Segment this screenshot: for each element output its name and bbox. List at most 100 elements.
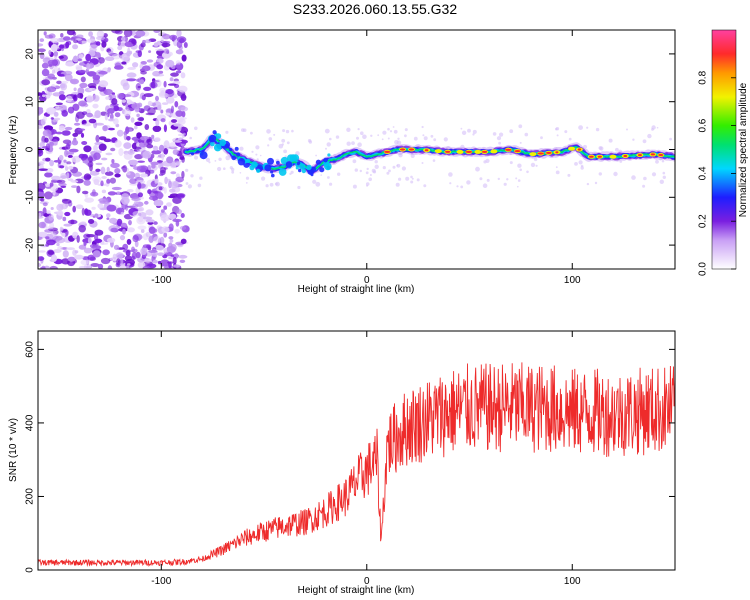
noise-blob [89,244,98,248]
noise-blob [126,72,137,78]
noise-blob [146,144,154,149]
noise-blob [94,110,102,118]
noise-blob [78,224,86,233]
noise-blob [82,123,92,127]
noise-blob [84,209,92,216]
noise-blob [51,175,61,181]
hot-center [637,154,642,157]
faint-blob [662,171,666,175]
noise-blob [157,191,163,200]
faint-blob [519,168,522,172]
noise-blob [131,39,136,45]
noise-blob [96,30,105,38]
noise-blob [155,95,159,102]
noise-blob [71,139,79,146]
faint-blob [632,138,635,141]
noise-blob [123,30,133,37]
noise-blob [168,213,177,220]
noise-blob [49,182,54,187]
noise-blob [46,210,51,215]
faint-blob [365,182,370,186]
noise-blob [52,188,56,196]
y-tick-label: 10 [25,96,36,108]
noise-blob [153,236,162,243]
noise-blob [106,237,116,243]
x-tick-label: 0 [364,275,370,286]
noise-blob [119,235,126,241]
noise-blob [101,189,107,194]
noise-blob [100,257,111,265]
faint-blob [315,181,321,187]
faint-blob [369,174,372,176]
noise-blob [100,180,104,187]
noise-blob [83,247,93,254]
noise-blob [58,104,68,110]
noise-blob [58,154,64,161]
noise-blob [89,170,100,176]
spectrogram-xlabel: Height of straight line (km) [298,284,415,295]
noise-blob [130,117,135,123]
noise-blob [87,237,92,244]
noise-blob [172,218,182,223]
noise-blob [105,152,113,156]
noise-blob [101,157,108,161]
hot-center [545,151,552,154]
faint-blob [472,129,477,134]
noise-blob [76,235,80,243]
noise-blob [47,250,55,255]
noise-blob [93,51,101,58]
noise-blob [51,69,56,74]
noise-blob [159,87,166,93]
noise-blob [74,250,79,254]
noise-blob [80,259,89,265]
noise-blob [99,200,109,204]
noise-blob [145,219,155,223]
noise-blob [154,137,161,142]
y-tick-label: 200 [25,488,36,505]
noise-blob [161,226,170,233]
faint-blob [555,127,558,131]
noise-blob [46,86,57,93]
x-tick-label: -100 [151,275,171,286]
noise-blob [45,147,50,151]
noise-blob [49,232,57,240]
noise-blob [49,159,54,167]
noise-blob [106,217,110,220]
noise-blob [74,122,81,126]
noise-blob [105,96,110,100]
noise-blob [154,73,165,77]
noise-blob [163,148,169,155]
noise-blob [176,209,182,215]
noise-blob [38,231,48,237]
noise-blob [138,216,144,223]
noise-blob [44,183,51,188]
noise-blob [42,129,52,137]
noise-blob [56,179,66,184]
noise-blob [179,38,185,44]
signal-blob [196,150,200,154]
faint-blob [524,132,529,137]
noise-blob [153,199,164,207]
noise-blob [168,242,173,249]
noise-blob [172,256,177,265]
hot-center [424,149,429,152]
faint-blob [190,174,194,178]
noise-blob [55,102,63,106]
noise-blob [132,203,139,209]
noise-blob [169,34,178,41]
faint-blob [598,146,603,150]
faint-blob [656,126,659,129]
faint-blob [225,130,229,134]
noise-blob [168,223,174,232]
signal-blob [212,130,217,135]
noise-blob [167,83,177,86]
noise-blob [131,246,135,253]
noise-blob [101,41,107,48]
noise-blob [72,31,77,36]
noise-blob [166,144,171,148]
noise-blob [49,265,58,269]
noise-blob [78,153,86,159]
noise-blob [66,247,75,251]
noise-blob [48,214,54,221]
noise-blob [92,94,100,102]
